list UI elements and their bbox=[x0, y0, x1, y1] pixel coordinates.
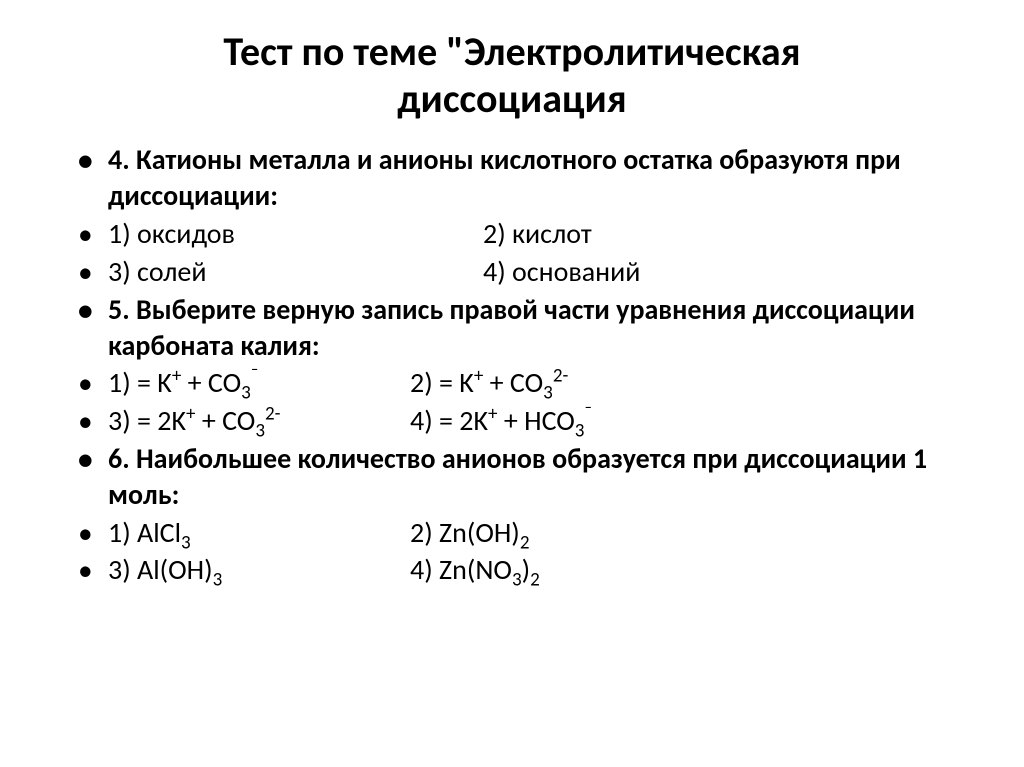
title-line-1: Тест по теме "Электролитическая bbox=[223, 27, 800, 76]
q4-row-1: 1) оксидов 2) кислот bbox=[108, 216, 964, 252]
q5-prompt: 5. Выберите верную запись правой части у… bbox=[108, 292, 964, 364]
q5-opt4: 4) = 2K+ + HCO3¯ bbox=[410, 403, 592, 439]
q6-row-2: 3) Al(OH)3 4) Zn(NO3)2 bbox=[108, 552, 964, 588]
q5-opt2: 2) = K+ + CO32- bbox=[410, 365, 568, 401]
q4-opt3: 3) солей bbox=[108, 254, 483, 290]
q6-opt1: 1) AlCl3 bbox=[108, 515, 410, 551]
q6-row-1: 1) AlCl3 2) Zn(OH)2 bbox=[108, 515, 964, 551]
question-list: 4. Катионы металла и анионы кислотного о… bbox=[60, 142, 964, 588]
q4-opt4: 4) оснований bbox=[483, 254, 640, 290]
q6-prompt: 6. Наибольшее количество анионов образуе… bbox=[108, 441, 964, 513]
q4-row-2: 3) солей 4) оснований bbox=[108, 254, 964, 290]
q6-opt2: 2) Zn(OH)2 bbox=[410, 515, 529, 551]
q4-opt1: 1) оксидов bbox=[108, 216, 483, 252]
q5-row-1: 1) = K+ + CO3¯ 2) = K+ + CO32- bbox=[108, 365, 964, 401]
q6-opt4: 4) Zn(NO3)2 bbox=[410, 552, 540, 588]
q5-opt3: 3) = 2K+ + CO32- bbox=[108, 403, 410, 439]
title-line-2: диссоциация bbox=[397, 74, 626, 123]
q4-opt2: 2) кислот bbox=[483, 216, 592, 252]
q5-row-2: 3) = 2K+ + CO32- 4) = 2K+ + HCO3¯ bbox=[108, 403, 964, 439]
q6-opt3: 3) Al(OH)3 bbox=[108, 552, 410, 588]
q5-opt1: 1) = K+ + CO3¯ bbox=[108, 365, 410, 401]
q4-prompt: 4. Катионы металла и анионы кислотного о… bbox=[108, 142, 964, 214]
page-title: Тест по теме "Электролитическая диссоциа… bbox=[60, 28, 964, 122]
